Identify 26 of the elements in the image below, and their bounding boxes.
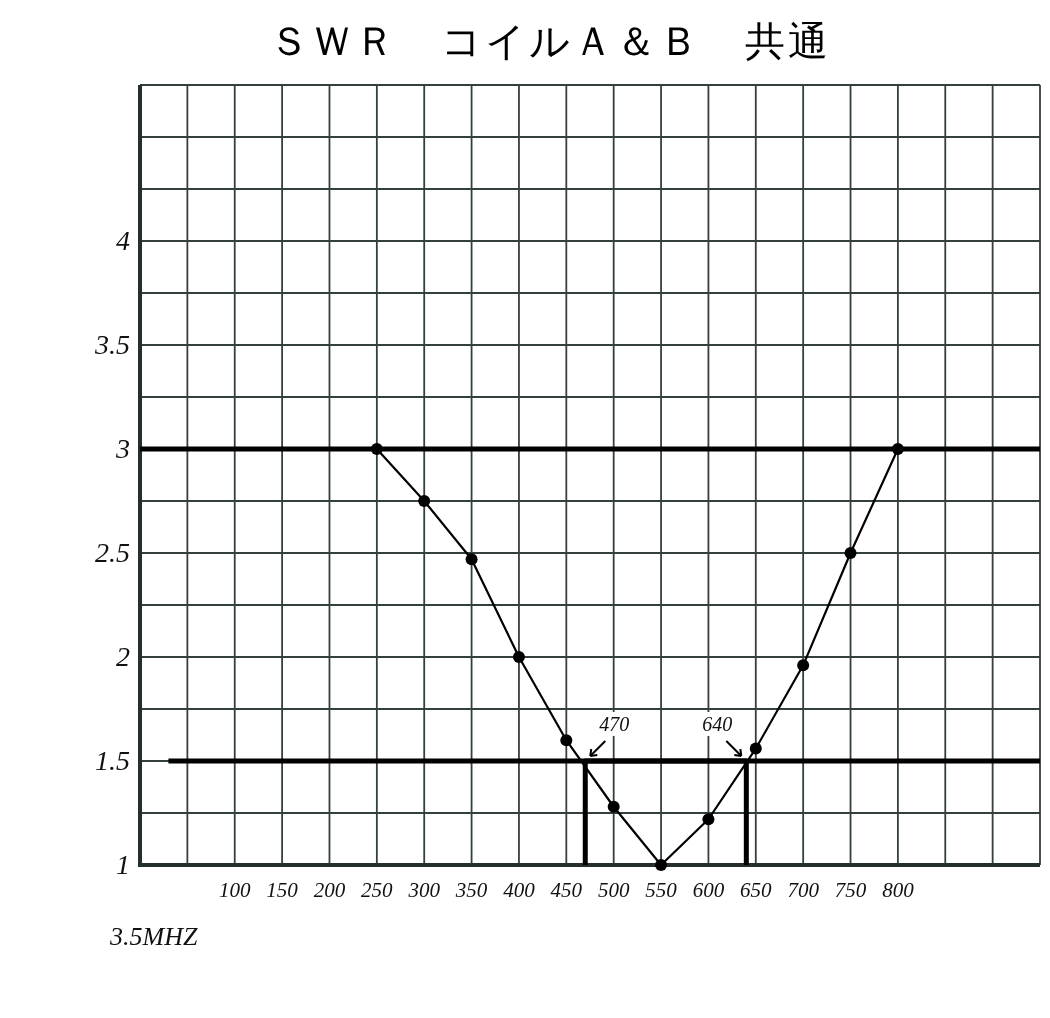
y-tick-label: 2 [116, 641, 130, 672]
y-tick-label: 4 [116, 225, 130, 256]
x-tick-label: 400 [503, 878, 536, 902]
y-tick-label: 2.5 [95, 537, 130, 568]
chart-title: ＳＷＲ コイルＡ＆Ｂ 共通 [269, 18, 831, 64]
annotation: 470 [599, 713, 630, 735]
x-tick-label: 200 [313, 878, 346, 902]
x-tick-label: 150 [266, 878, 299, 902]
x-tick-label: 700 [787, 878, 820, 902]
x-tick-label: 550 [645, 878, 678, 902]
y-tick-label: 3 [115, 433, 130, 464]
annotation: 640 [702, 713, 733, 735]
x-tick-label: 750 [834, 878, 867, 902]
x-tick-label: 800 [882, 878, 915, 902]
x-tick-label: 450 [550, 878, 583, 902]
y-tick-label: 1 [116, 849, 130, 880]
y-tick-label: 3.5 [94, 329, 130, 360]
x-tick-label: 600 [692, 878, 725, 902]
x-tick-label: 350 [454, 878, 488, 902]
x-tick-label: 250 [361, 878, 394, 902]
x-tick-label: 300 [407, 878, 441, 902]
x-tick-label: 500 [597, 878, 630, 902]
x-axis-title: 3.5MHZ [109, 922, 198, 951]
y-tick-label: 1.5 [95, 745, 130, 776]
x-tick-label: 100 [218, 878, 251, 902]
x-tick-label: 650 [740, 878, 773, 902]
